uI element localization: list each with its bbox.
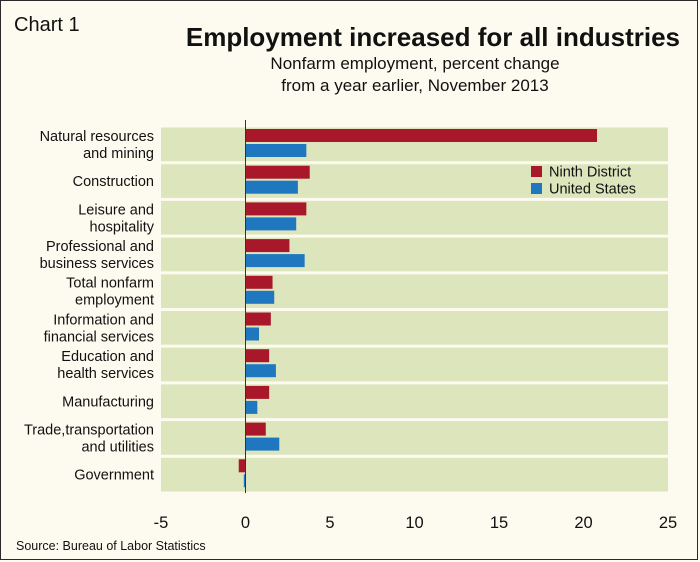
subtitle-line-2: from a year earlier, November 2013 <box>281 76 549 95</box>
category-label: hospitality <box>90 219 155 235</box>
bar-ninth-district <box>245 385 270 399</box>
category-band <box>161 457 668 492</box>
category-label: Natural resources <box>40 129 154 145</box>
bar-ninth-district <box>245 422 266 436</box>
bar-ninth-district <box>238 459 246 473</box>
bar-ninth-district <box>245 349 270 363</box>
legend-swatch-ninth-district <box>531 166 542 177</box>
subtitle-line-1: Nonfarm employment, percent change <box>270 54 560 73</box>
category-label: Trade,transportation <box>24 422 154 438</box>
category-label: Construction <box>73 174 154 190</box>
x-tick-label: 5 <box>325 514 334 532</box>
category-band <box>161 200 668 235</box>
chart-title: Employment increased for all industries <box>185 22 680 52</box>
category-band <box>161 384 668 419</box>
category-label: business services <box>40 256 154 272</box>
legend-label-united-states: United States <box>549 182 636 198</box>
category-label: and utilities <box>81 439 154 455</box>
category-label: employment <box>75 293 154 309</box>
source-note: Source: Bureau of Labor Statistics <box>16 539 206 553</box>
bar-united-states <box>245 364 276 378</box>
x-tick-label: -5 <box>154 514 169 532</box>
bar-ninth-district <box>245 312 271 326</box>
bar-united-states <box>243 474 246 488</box>
legend-label-ninth-district: Ninth District <box>549 165 631 181</box>
category-band <box>161 347 668 382</box>
category-label: Government <box>74 468 154 484</box>
bar-united-states <box>245 290 275 304</box>
category-label: financial services <box>44 329 154 345</box>
legend-swatch-united-states <box>531 183 542 194</box>
category-label: health services <box>57 366 154 382</box>
category-band <box>161 237 668 272</box>
category-band <box>161 311 668 345</box>
category-label: Information and <box>53 312 154 328</box>
bar-ninth-district <box>245 202 307 216</box>
bar-united-states <box>245 327 260 341</box>
x-tick-label: 10 <box>405 514 423 532</box>
bar-ninth-district <box>245 165 310 179</box>
category-label: Professional and <box>46 239 154 255</box>
bar-united-states <box>245 217 297 231</box>
bar-united-states <box>245 180 298 194</box>
x-tick-label: 15 <box>490 514 508 532</box>
category-label: Education and <box>61 349 154 365</box>
bar-united-states <box>245 400 258 414</box>
category-label: Manufacturing <box>62 394 154 410</box>
chart-subtitle: Nonfarm employment, percent change from … <box>200 53 630 97</box>
bar-ninth-district <box>245 275 273 289</box>
category-label: Leisure and <box>78 202 154 218</box>
bar-united-states <box>245 437 280 451</box>
category-label: and mining <box>83 146 154 162</box>
category-label: Total nonfarm <box>66 276 154 292</box>
x-tick-label: 0 <box>241 514 250 532</box>
bar-ninth-district <box>245 129 598 142</box>
chart-number: Chart 1 <box>14 14 80 36</box>
bar-ninth-district <box>245 239 290 253</box>
category-band <box>161 274 668 308</box>
x-tick-label: 25 <box>659 514 677 532</box>
bar-united-states <box>245 254 305 268</box>
bar-united-states <box>245 144 307 157</box>
x-tick-label: 20 <box>574 514 592 532</box>
category-band <box>161 421 668 455</box>
